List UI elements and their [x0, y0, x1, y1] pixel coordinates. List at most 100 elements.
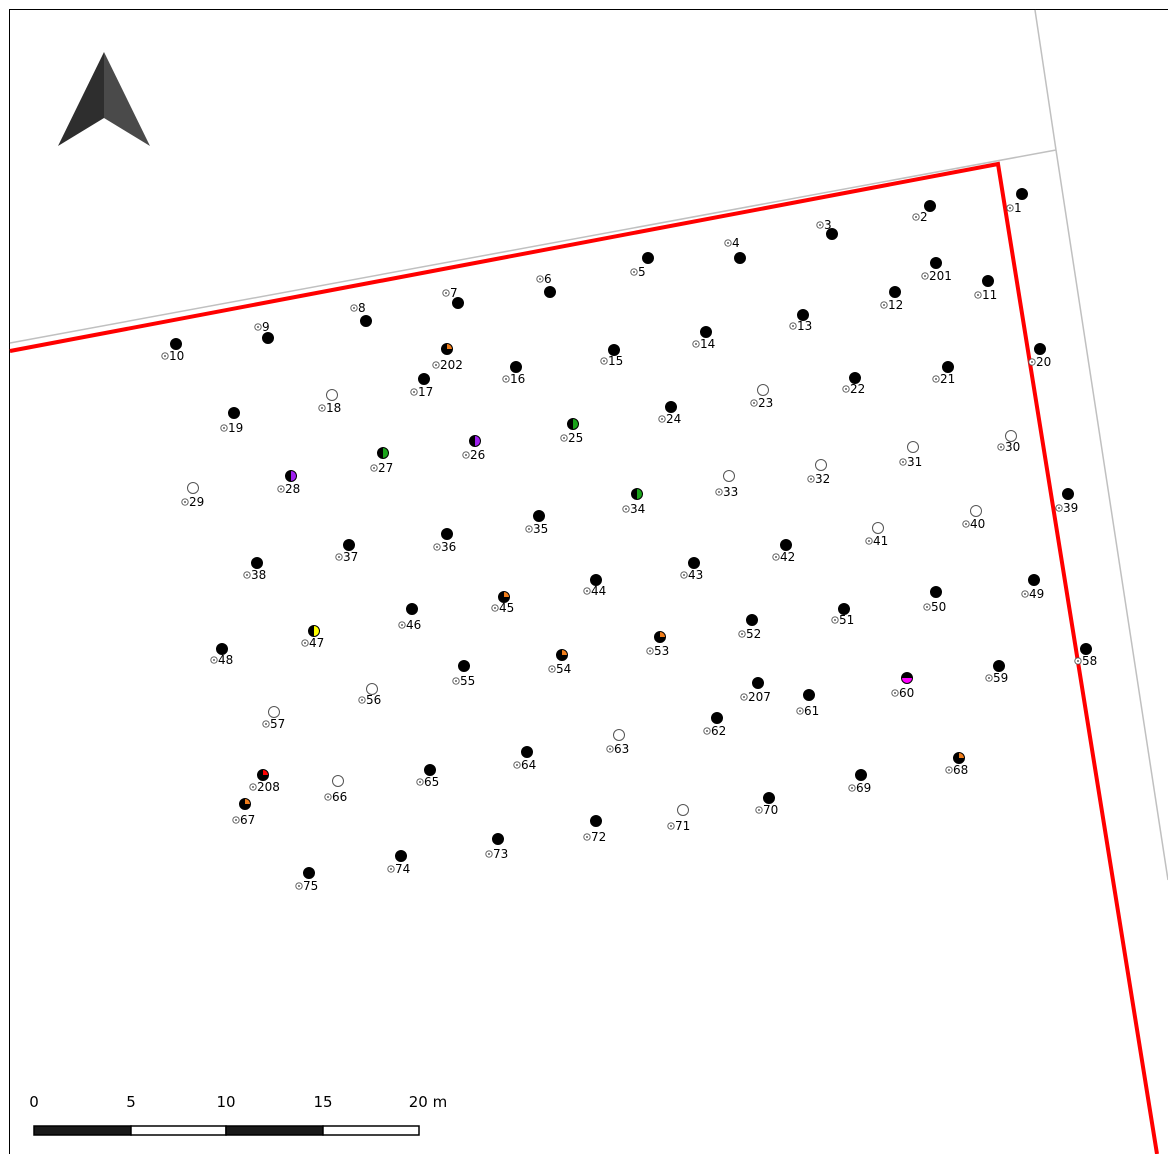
tree-symbol — [666, 402, 677, 413]
point-marker-icon — [1022, 591, 1028, 597]
point-marker-icon — [371, 465, 377, 471]
point-marker-icon — [388, 866, 394, 872]
tree-point: 49 — [1022, 575, 1044, 602]
tree-symbol — [568, 419, 579, 430]
tree-label: 5 — [638, 265, 646, 279]
point-marker-icon — [399, 622, 405, 628]
point-marker-icon — [453, 678, 459, 684]
point-marker-icon — [255, 324, 261, 330]
tree-label: 6 — [544, 272, 552, 286]
tree-symbol — [701, 327, 712, 338]
tree-point: 47 — [302, 626, 324, 651]
point-marker-icon — [302, 640, 308, 646]
tree-label: 29 — [189, 495, 204, 509]
point-marker-icon — [704, 728, 710, 734]
point-marker-icon — [817, 222, 823, 228]
tree-label: 16 — [510, 372, 525, 386]
point-marker-icon — [584, 834, 590, 840]
parcel-line-north — [10, 150, 1056, 343]
tree-point: 60 — [892, 673, 914, 701]
point-marker-icon — [250, 784, 256, 790]
tree-symbol — [534, 511, 545, 522]
point-marker-icon — [668, 823, 674, 829]
point-marker-icon — [1007, 205, 1013, 211]
tree-label: 24 — [666, 412, 681, 426]
point-marker-icon — [351, 305, 357, 311]
tree-label: 36 — [441, 540, 456, 554]
point-marker-icon — [411, 389, 417, 395]
point-marker-icon — [336, 554, 342, 560]
tree-point: 25 — [561, 419, 583, 446]
tree-label: 53 — [654, 644, 669, 658]
tree-label: 202 — [440, 358, 463, 372]
tree-label: 45 — [499, 601, 514, 615]
tree-symbol — [407, 604, 418, 615]
tree-label: 8 — [358, 301, 366, 315]
tree-label: 38 — [251, 568, 266, 582]
tree-symbol — [344, 540, 355, 551]
point-marker-icon — [751, 400, 757, 406]
tree-symbol — [361, 316, 372, 327]
tree-point: 63 — [607, 730, 629, 757]
parcel-lines — [10, 10, 1168, 880]
tree-label: 72 — [591, 830, 606, 844]
tree-label: 61 — [804, 704, 819, 718]
tree-symbol — [689, 558, 700, 569]
tree-point: 21 — [933, 362, 955, 387]
tree-label: 22 — [850, 382, 865, 396]
tree-symbol — [804, 690, 815, 701]
parcel-line-northeast — [1035, 10, 1056, 150]
tree-symbol — [643, 253, 654, 264]
tree-label: 18 — [326, 401, 341, 415]
tree-point: 56 — [359, 684, 381, 708]
tree-label: 41 — [873, 534, 888, 548]
point-marker-icon — [244, 572, 250, 578]
tree-point: 7 — [443, 286, 464, 309]
boundary-line — [10, 164, 1157, 1154]
tree-point: 41 — [866, 523, 888, 549]
tree-symbol — [333, 776, 344, 787]
tree-symbol — [614, 730, 625, 741]
tree-point: 54 — [549, 650, 571, 677]
tree-point: 36 — [434, 529, 456, 555]
tree-label: 63 — [614, 742, 629, 756]
tree-label: 20 — [1036, 355, 1051, 369]
tree-symbol — [890, 287, 901, 298]
point-marker-icon — [561, 435, 567, 441]
tree-point: 9 — [255, 320, 274, 344]
point-marker-icon — [359, 697, 365, 703]
point-marker-icon — [211, 657, 217, 663]
tree-point: 4 — [725, 236, 746, 264]
tree-label: 66 — [332, 790, 347, 804]
tree-label: 51 — [839, 613, 854, 627]
tree-symbol — [781, 540, 792, 551]
tree-point: 26 — [463, 436, 485, 463]
point-marker-icon — [417, 779, 423, 785]
tree-label: 11 — [982, 288, 997, 302]
point-marker-icon — [866, 538, 872, 544]
tree-point: 27 — [371, 448, 393, 476]
tree-point: 73 — [486, 834, 508, 862]
tree-point: 18 — [319, 390, 341, 416]
tree-label: 73 — [493, 847, 508, 861]
point-marker-icon — [221, 425, 227, 431]
tree-point: 207 — [741, 678, 771, 705]
tree-symbol — [632, 489, 643, 500]
tree-symbol — [971, 506, 982, 517]
tree-label: 42 — [780, 550, 795, 564]
tree-label: 49 — [1029, 587, 1044, 601]
tree-point: 75 — [296, 868, 318, 894]
point-marker-icon — [963, 521, 969, 527]
tree-label: 54 — [556, 662, 571, 676]
tree-point: 16 — [503, 362, 525, 387]
tree-label: 21 — [940, 372, 955, 386]
tree-label: 50 — [931, 600, 946, 614]
point-marker-icon — [716, 489, 722, 495]
tree-symbol — [994, 661, 1005, 672]
tree-point: 32 — [808, 460, 830, 487]
tree-point: 72 — [584, 816, 606, 845]
tree-label: 58 — [1082, 654, 1097, 668]
point-marker-icon — [631, 269, 637, 275]
tree-label: 12 — [888, 298, 903, 312]
tree-label: 27 — [378, 461, 393, 475]
